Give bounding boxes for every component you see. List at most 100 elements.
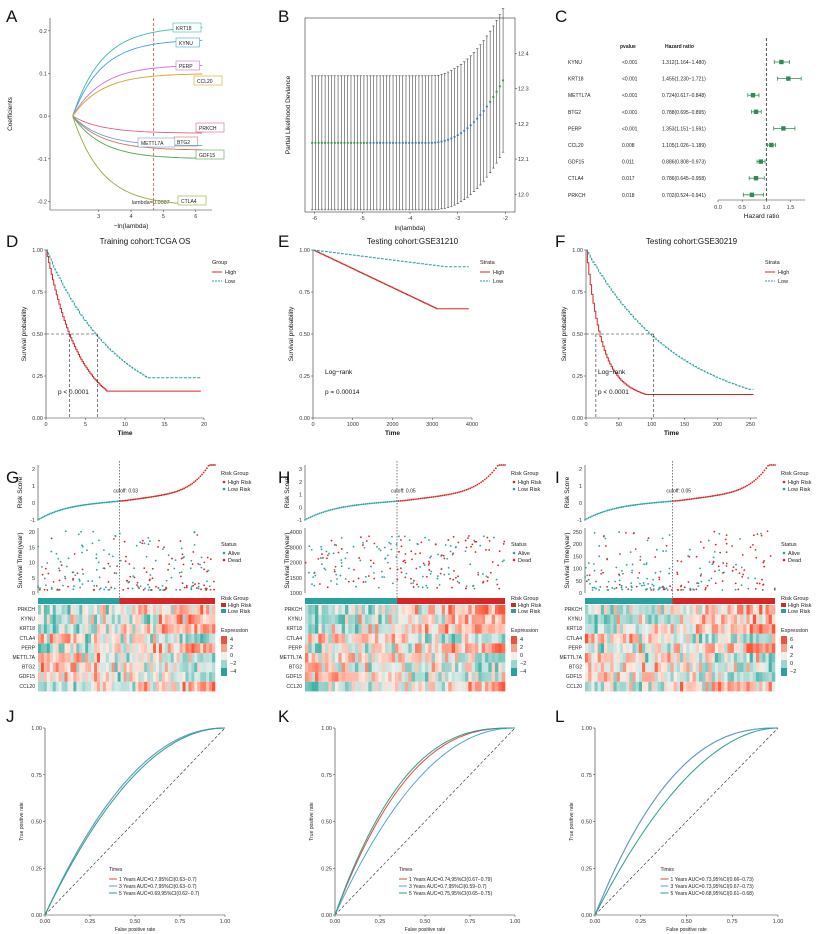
risk-score-point [304,518,306,521]
y-tick-label: 1.00 [321,726,332,732]
x-axis-title: False positive rate [405,927,446,933]
cv-point [356,141,359,144]
status-point [344,557,347,560]
heatmap-cell [711,605,716,615]
risk-score-point [723,492,726,495]
heatmap-cell [714,662,719,673]
status-point [52,581,55,583]
heatmap-cell [355,614,359,625]
status-point [635,585,638,588]
risk-score-point [441,494,444,497]
status-point [600,569,603,572]
status-alive: Alive [788,551,800,557]
status-point [457,541,460,544]
heatmap-cell [76,643,80,653]
heatmap-cell [132,672,136,682]
y-tick-label: 12.1 [518,157,529,163]
heatmap-cell [46,672,51,682]
heatmap-cell [730,672,735,682]
heatmap-cell [315,662,319,673]
risk-score-point [113,500,116,503]
cv-point [437,141,440,144]
heatmap-cell [588,624,592,634]
score-tick: -1 [297,518,302,524]
risk-score-point [681,499,684,502]
heatmap-cell [692,605,697,615]
status-point [310,548,313,551]
heatmap-cell [206,653,210,663]
heatmap-cell [358,614,362,625]
risk-score-point [40,517,43,519]
x-axis-title: Time [664,430,679,437]
x-tick-label: 10 [122,422,128,428]
risk-score-point [667,500,670,503]
status-point [668,572,671,575]
heatmap-cell [105,633,110,644]
heatmap-cell [699,672,703,682]
heatmap-cell [431,605,436,615]
heatmap-cell [114,643,118,653]
heatmap-cell [585,662,589,673]
heatmap-cell [129,624,133,634]
heatmap-cell [361,624,366,634]
heatmap-cell [318,681,322,692]
heatmap-cell [91,614,95,625]
cv-point [453,135,456,138]
status-point [352,580,355,583]
status-point [399,567,402,570]
heatmap-cell [461,624,466,634]
group-bar-high [397,598,505,604]
status-point [654,556,657,558]
p-value: <0.001 [622,77,638,83]
heatmap-cell [52,614,56,625]
heatmap-gene: BTG2 [22,665,35,671]
heatmap-cell [629,681,633,692]
hm-low-key [511,609,516,613]
x-tick-label: 50 [616,422,622,428]
status-point [605,545,607,547]
heatmap-cell [635,672,640,682]
heatmap-cell [308,614,312,625]
status-point [138,587,140,590]
x-tick-label: 0.0 [714,205,722,211]
status-point [676,589,679,591]
heatmap-cell [408,681,412,692]
heatmap-cell [408,624,412,634]
expr-swatch [221,660,227,668]
heatmap-cell [82,633,86,644]
heatmap-cell [418,653,422,663]
risk-score-point [685,498,688,501]
heatmap-cell [200,605,204,615]
hm-high-key [221,603,226,607]
heatmap-cell [200,653,204,663]
heatmap-cell [108,605,113,615]
hm-high: High Risk [518,603,542,609]
heatmap-cell [705,672,709,682]
time-tick: 0 [32,591,35,597]
heatmap-cell [70,662,74,673]
heatmap-cell [153,681,157,692]
heatmap-cell [724,681,728,692]
status-point [621,569,623,572]
risk-score-point [669,500,672,503]
heatmap-cell [91,643,95,653]
status-point [477,571,480,574]
heatmap-cell [395,605,399,615]
status-point [395,555,398,558]
heatmap-cell [648,633,652,644]
risk-score-point [678,499,681,502]
risk-score-point [337,507,339,510]
heatmap-cell [657,662,662,673]
heatmap-cell [737,643,741,653]
heatmap-cell [431,672,436,682]
hr-text: 0.786(0.645−0.958) [662,176,706,182]
heatmap-cell [495,662,499,673]
status-title: Status [511,542,527,548]
heatmap-cell [714,681,719,692]
heatmap-cell [759,614,763,625]
status-point [763,565,766,568]
heatmap-cell [85,614,89,625]
heatmap-cell [708,624,712,634]
heatmap-cell [129,672,133,682]
heatmap-cell [321,662,326,673]
